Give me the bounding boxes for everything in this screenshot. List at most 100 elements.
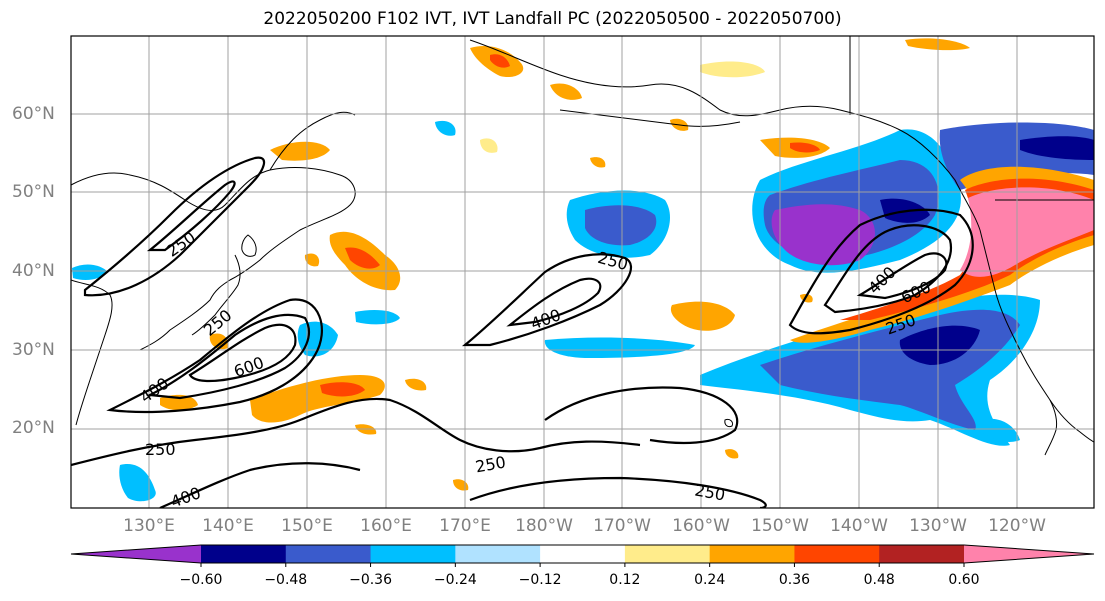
map-frame <box>70 35 1095 509</box>
contour-label: 250 <box>145 440 176 459</box>
contour-label: 400 <box>528 305 563 333</box>
negative-anomaly-japan-sea <box>72 264 108 280</box>
contour-250-ar <box>788 208 974 335</box>
lon-label-130e: 130°E <box>123 516 175 536</box>
lon-label-170w: 170°W <box>593 516 651 536</box>
colorbar-swatch <box>455 545 541 563</box>
aleutian-chain <box>559 109 741 127</box>
lon-label-180w: 180°W <box>515 516 573 536</box>
contour-400-ar <box>823 224 953 314</box>
gridlines <box>71 36 1094 508</box>
colorbar-swatch <box>709 545 795 563</box>
contour-label: 400 <box>864 263 899 298</box>
contour-600-west-pacific <box>188 323 297 383</box>
colorbar-tick-label: −0.60 <box>179 572 223 588</box>
colorbar-swatch <box>794 545 880 563</box>
contour-label: 400 <box>168 483 203 511</box>
contour-250-japan-north <box>83 156 266 297</box>
colorbar-tick-label: 0.24 <box>694 572 726 588</box>
contour-400-west-pacific <box>146 313 310 400</box>
positive-anomaly-small-1 <box>304 253 320 267</box>
positive-anomaly-small-8 <box>590 157 606 168</box>
lon-label-170e: 170°E <box>439 516 491 536</box>
colorbar-swatch <box>370 545 456 563</box>
positive-anomaly-kamchatka-core <box>345 247 380 269</box>
negative-anomaly-alaska-coast-dark <box>1020 136 1094 160</box>
contour-400-subtrop-south <box>159 462 361 508</box>
positive-anomaly-subtrop-mid <box>670 301 735 331</box>
colorbar-swatch <box>285 545 372 563</box>
lon-label-140w: 140°W <box>830 516 888 536</box>
positive-anomaly-pale-2 <box>480 138 498 153</box>
positive-anomaly-ar-pink <box>960 187 1094 277</box>
positive-anomaly-gulf-alaska-north-red <box>790 142 820 153</box>
lon-label-120w: 120°W <box>988 516 1046 536</box>
colorbar-swatch <box>964 545 1094 563</box>
positive-anomaly-small-3 <box>453 479 469 491</box>
negative-anomaly-west-pacific-2 <box>544 337 695 358</box>
colorbar-swatch <box>624 545 711 563</box>
positive-anomaly-east-mid <box>550 83 582 100</box>
positive-anomaly-bering-core <box>490 54 510 68</box>
north-america-coast <box>979 229 1094 443</box>
contour-label: 600 <box>231 353 266 381</box>
colorbar-tick-label: 0.60 <box>948 572 980 588</box>
lat-label-30n: 30°N <box>12 340 55 360</box>
ivt-contours <box>71 156 974 508</box>
hawaii-islands <box>724 419 733 428</box>
positive-anomaly-okhotsk <box>270 141 330 161</box>
positive-anomaly-west-subtropic-red <box>320 382 365 397</box>
colorbar-tick-label: −0.12 <box>518 572 562 588</box>
contour-400-japan-north <box>146 180 236 252</box>
negative-anomaly-west-pacific-3 <box>119 464 156 502</box>
colorbar-tick-label: 0.36 <box>778 572 811 588</box>
contour-250-west-pacific <box>106 298 323 414</box>
colorbar <box>70 544 1095 567</box>
shaded-field <box>72 38 1094 502</box>
kamchatka <box>269 111 356 171</box>
negative-anomaly-subtrop-se <box>980 418 1020 442</box>
colorbar-swatch <box>201 545 287 563</box>
lat-label-60n: 60°N <box>12 104 55 124</box>
alaska-coast <box>469 39 981 231</box>
contour-250-east-subtrop <box>544 386 739 445</box>
contour-250-central <box>461 253 632 347</box>
colorbar-tick-label: −0.36 <box>349 572 392 588</box>
colorbar-tick-label: −0.24 <box>433 572 477 588</box>
negative-anomaly-west-pacific-4 <box>355 310 400 325</box>
contour-400-east-subtrop <box>469 476 767 508</box>
map-title: 2022050200 F102 IVT, IVT Landfall PC (20… <box>263 9 842 29</box>
negative-anomaly-north-pacific-small <box>435 120 456 136</box>
colorbar-swatch <box>71 545 201 563</box>
positive-anomaly-small-6 <box>405 378 427 391</box>
lat-label-50n: 50°N <box>12 182 55 202</box>
lon-label-160w: 160°W <box>672 516 730 536</box>
contour-400-central <box>506 277 602 327</box>
negative-anomaly-gulf-of-alaska-peak <box>771 204 875 266</box>
lat-label-20n: 20°N <box>12 418 55 438</box>
colorbar-tick-label: 0.12 <box>609 572 641 588</box>
map-plot-area: 250 250 600 400 250 400 250 400 600 400 … <box>71 36 1094 511</box>
baja-coast <box>1044 399 1058 456</box>
lon-label-130w: 130°W <box>909 516 967 536</box>
positive-anomaly-hokkaido <box>160 394 198 411</box>
positive-anomaly-pale-1 <box>700 61 765 78</box>
positive-anomaly-small-9 <box>725 449 739 459</box>
negative-anomaly-central-pacific-core <box>585 205 657 246</box>
contour-600-ar <box>856 252 948 300</box>
japan-hokkaido <box>241 234 257 257</box>
contour-label: 250 <box>163 228 199 261</box>
contour-label: 250 <box>474 452 507 476</box>
negative-anomaly-subtropical-dark <box>899 325 980 365</box>
colorbar-swatch <box>879 545 965 563</box>
colorbar-tick-label: −0.48 <box>264 572 308 588</box>
asia-mainland-west <box>71 279 113 426</box>
japan-honshu <box>191 254 241 336</box>
lon-label-150e: 150°E <box>281 516 333 536</box>
contour-label: 250 <box>693 481 726 505</box>
contour-250-subtrop-south <box>71 397 641 467</box>
lat-label-40n: 40°N <box>12 261 55 281</box>
negative-anomaly-west-pacific <box>297 321 338 357</box>
lon-label-160e: 160°E <box>360 516 412 536</box>
